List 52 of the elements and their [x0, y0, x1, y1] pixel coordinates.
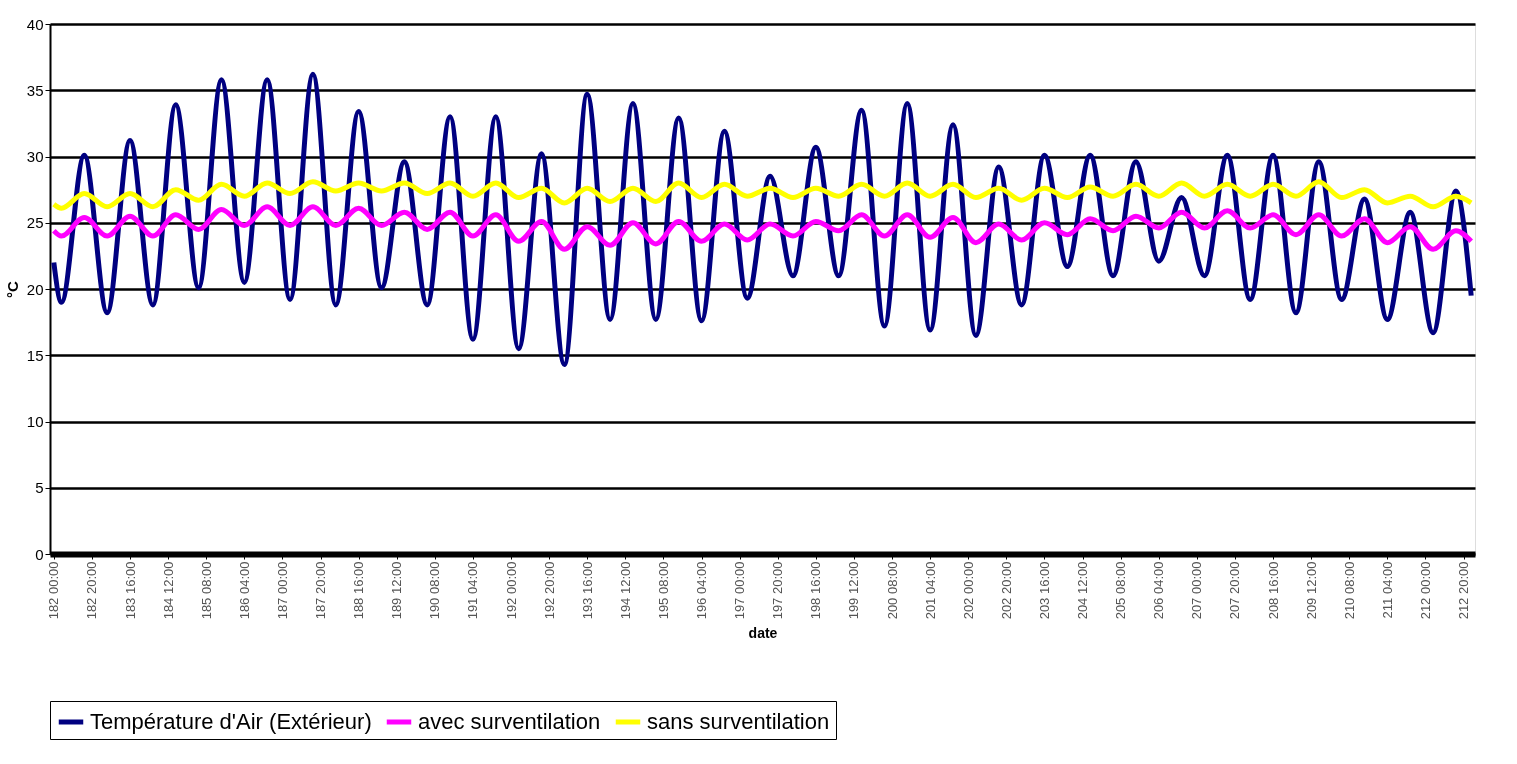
x-tick-label: 187 20:00: [313, 561, 329, 620]
x-tick-label: 194 12:00: [617, 561, 633, 620]
x-tick-label: 195 08:00: [655, 561, 671, 620]
x-tick-label: 191 04:00: [465, 561, 481, 620]
y-tick-label: 25: [26, 214, 44, 232]
legend-label: avec surventilation: [418, 709, 601, 734]
y-tick-label: 10: [26, 413, 44, 430]
y-tick-label: 0: [35, 545, 44, 563]
y-tick-label: 40: [26, 15, 44, 33]
x-tick-label: 209 12:00: [1303, 561, 1319, 620]
x-tick-label: 208 16:00: [1265, 561, 1281, 620]
y-tick-label: 20: [26, 280, 44, 298]
y-tick-label: 35: [26, 81, 44, 99]
x-tick-label: 201 04:00: [922, 561, 938, 620]
x-tick-label: 196 04:00: [694, 561, 710, 620]
x-tick-label: 193 16:00: [579, 561, 595, 620]
x-tick-label: 202 20:00: [998, 561, 1014, 620]
x-tick-label: 197 20:00: [770, 561, 786, 620]
x-tick-label: 207 20:00: [1227, 561, 1243, 620]
x-tick-label: 184 12:00: [160, 561, 176, 620]
y-tick-label: 30: [26, 148, 44, 165]
x-tick-label: 192 00:00: [503, 561, 519, 620]
y-tick-label: 15: [26, 346, 44, 364]
x-tick-label: 190 08:00: [427, 561, 443, 620]
x-tick-label: 189 12:00: [389, 561, 405, 620]
x-tick-label: 192 20:00: [541, 561, 557, 620]
x-tick-label: 202 00:00: [960, 561, 976, 620]
x-tick-label: 197 00:00: [732, 561, 748, 620]
x-tick-label: 200 08:00: [884, 561, 900, 620]
x-tick-label: 182 00:00: [46, 561, 62, 620]
x-tick-label: 206 04:00: [1151, 561, 1167, 620]
x-tick-label: 198 16:00: [808, 561, 824, 620]
x-tick-label: 204 12:00: [1075, 561, 1091, 620]
legend-label: Température d'Air (Extérieur): [90, 709, 372, 734]
x-tick-label: 212 00:00: [1417, 561, 1433, 620]
x-tick-label: 186 04:00: [236, 561, 252, 620]
x-tick-label: 207 00:00: [1189, 561, 1205, 620]
x-tick-label: 212 20:00: [1456, 561, 1472, 620]
x-axis-title: date: [748, 625, 778, 642]
x-tick-label: 205 08:00: [1113, 561, 1129, 620]
x-tick-label: 210 08:00: [1341, 561, 1357, 620]
y-tick-label: 5: [35, 479, 44, 497]
x-tick-label: 203 16:00: [1036, 561, 1052, 620]
x-tick-label: 185 08:00: [198, 561, 214, 620]
x-tick-label: 183 16:00: [122, 561, 138, 620]
y-axis-title: °C: [3, 280, 21, 298]
x-tick-label: 187 00:00: [274, 561, 290, 620]
x-tick-label: 182 20:00: [84, 561, 100, 620]
legend-label: sans surventilation: [647, 709, 830, 734]
x-tick-label: 188 16:00: [351, 561, 367, 620]
x-tick-label: 211 04:00: [1379, 561, 1395, 619]
x-tick-label: 199 12:00: [846, 561, 862, 620]
